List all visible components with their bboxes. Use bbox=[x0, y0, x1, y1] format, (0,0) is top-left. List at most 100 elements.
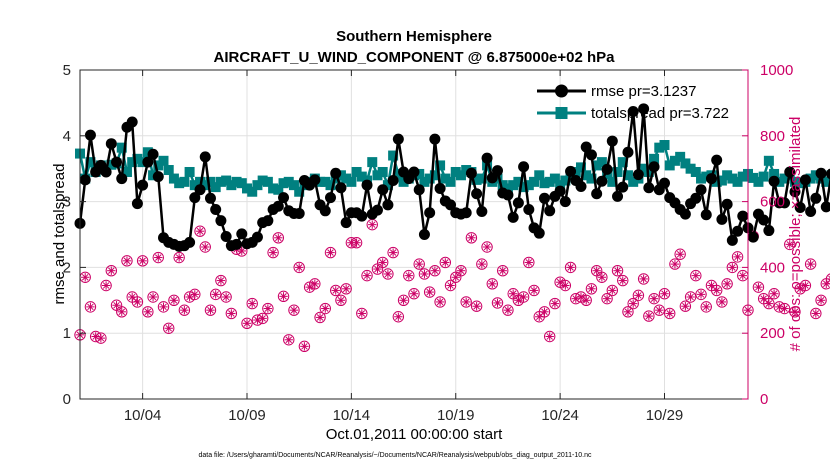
asterisk-stroke bbox=[468, 234, 475, 242]
totalspread-marker bbox=[716, 175, 727, 186]
assimilated-obs-marker bbox=[321, 304, 330, 313]
asterisk-stroke bbox=[697, 291, 705, 298]
asterisk-stroke bbox=[415, 260, 423, 268]
possible-obs-marker bbox=[585, 283, 598, 295]
assimilated-obs-marker bbox=[623, 307, 633, 317]
assimilated-obs-marker bbox=[722, 279, 732, 289]
y-tick-label-right: 200 bbox=[760, 325, 785, 342]
possible-obs-marker bbox=[810, 307, 822, 320]
asterisk-stroke bbox=[170, 297, 178, 304]
asterisk-stroke bbox=[374, 265, 381, 273]
possible-obs-marker bbox=[491, 297, 504, 309]
totalspread-marker bbox=[325, 180, 336, 191]
asterisk-stroke bbox=[410, 290, 418, 298]
possible-obs-marker bbox=[653, 304, 665, 316]
possible-obs-marker bbox=[763, 297, 775, 310]
assimilated-obs-marker bbox=[451, 273, 460, 282]
assimilated-obs-marker bbox=[81, 273, 90, 282]
asterisk-stroke bbox=[342, 285, 350, 293]
totalspread-marker bbox=[722, 170, 733, 181]
asterisk-stroke bbox=[363, 272, 371, 279]
totalspread-marker bbox=[184, 166, 195, 177]
asterisk-stroke bbox=[264, 305, 272, 312]
rmse-marker bbox=[204, 192, 216, 204]
rmse-marker bbox=[591, 188, 603, 200]
assimilated-obs-marker bbox=[127, 292, 137, 302]
possible-obs-marker bbox=[136, 255, 149, 267]
rmse-marker bbox=[418, 229, 430, 240]
rmse-marker bbox=[518, 161, 530, 173]
assimilated-obs-marker bbox=[117, 307, 126, 317]
possible-obs-marker bbox=[690, 269, 702, 282]
asterisk-stroke bbox=[760, 295, 767, 302]
assimilated-obs-marker bbox=[613, 266, 622, 275]
asterisk-stroke bbox=[92, 333, 99, 340]
x-tick-label: 10/19 bbox=[437, 407, 475, 424]
totalspread-marker bbox=[288, 180, 299, 191]
assimilated-obs-marker bbox=[248, 299, 257, 308]
possible-obs-marker bbox=[272, 232, 285, 244]
assimilated-obs-marker bbox=[300, 342, 309, 351]
assimilated-obs-marker bbox=[524, 258, 534, 267]
asterisk-stroke bbox=[196, 227, 204, 235]
assimilated-obs-marker bbox=[268, 248, 278, 257]
rmse-marker bbox=[779, 197, 791, 209]
assimilated-obs-marker bbox=[582, 296, 591, 305]
rmse-series bbox=[74, 103, 830, 252]
totalspread-marker bbox=[215, 176, 226, 187]
possible-obs-marker bbox=[486, 278, 498, 290]
possible-obs-marker bbox=[215, 274, 227, 287]
legend-rmse-marker bbox=[555, 84, 568, 98]
possible-obs-marker bbox=[121, 255, 133, 267]
rmse-marker bbox=[700, 209, 712, 221]
totalspread-marker bbox=[513, 176, 524, 187]
assimilated-obs-marker bbox=[790, 307, 800, 317]
totalspread-marker bbox=[377, 166, 388, 177]
assimilated-obs-marker bbox=[430, 266, 440, 275]
totalspread-marker bbox=[356, 171, 367, 182]
totalspread-marker bbox=[262, 176, 273, 187]
assimilated-obs-marker bbox=[535, 312, 544, 321]
asterisk-stroke bbox=[556, 278, 564, 286]
asterisk-stroke bbox=[123, 257, 131, 265]
rmse-marker bbox=[325, 192, 336, 204]
possible-obs-marker bbox=[700, 301, 712, 313]
totalspread-marker bbox=[529, 176, 540, 187]
totalspread-marker bbox=[696, 173, 707, 184]
rmse-marker bbox=[100, 166, 112, 178]
asterisk-stroke bbox=[687, 293, 694, 301]
possible-obs-marker bbox=[669, 258, 681, 270]
asterisk-stroke bbox=[238, 247, 246, 255]
assimilated-obs-marker bbox=[550, 299, 560, 308]
rmse-marker bbox=[732, 225, 744, 237]
rmse-marker bbox=[794, 202, 806, 214]
rmse-marker bbox=[659, 177, 670, 189]
totalspread-marker bbox=[680, 158, 691, 169]
assimilated-obs-marker bbox=[394, 312, 403, 321]
totalspread-marker bbox=[727, 173, 738, 184]
totalspread-marker bbox=[748, 172, 759, 183]
possible-obs-marker bbox=[664, 307, 676, 320]
possible-obs-marker bbox=[789, 306, 801, 318]
totalspread-marker bbox=[174, 178, 185, 189]
totalspread-marker bbox=[758, 171, 769, 182]
assimilated-obs-marker bbox=[289, 305, 299, 315]
totalspread-marker bbox=[393, 168, 404, 179]
possible-obs-marker bbox=[716, 296, 728, 308]
asterisk-stroke bbox=[181, 306, 188, 314]
asterisk-stroke bbox=[154, 254, 162, 261]
asterisk-stroke bbox=[786, 241, 794, 248]
totalspread-marker bbox=[769, 168, 780, 179]
rmse-marker bbox=[371, 204, 383, 216]
totalspread-marker bbox=[132, 153, 143, 164]
totalspread-marker bbox=[455, 170, 466, 181]
rmse-marker bbox=[596, 175, 608, 187]
asterisk-stroke bbox=[81, 273, 89, 281]
assimilated-obs-marker bbox=[822, 279, 830, 289]
asterisk-stroke bbox=[201, 243, 209, 251]
totalspread-marker bbox=[200, 180, 211, 191]
assimilated-obs-marker bbox=[493, 298, 502, 308]
rmse-marker bbox=[643, 182, 655, 194]
possible-obs-marker bbox=[116, 306, 128, 318]
asterisk-stroke bbox=[822, 280, 830, 288]
